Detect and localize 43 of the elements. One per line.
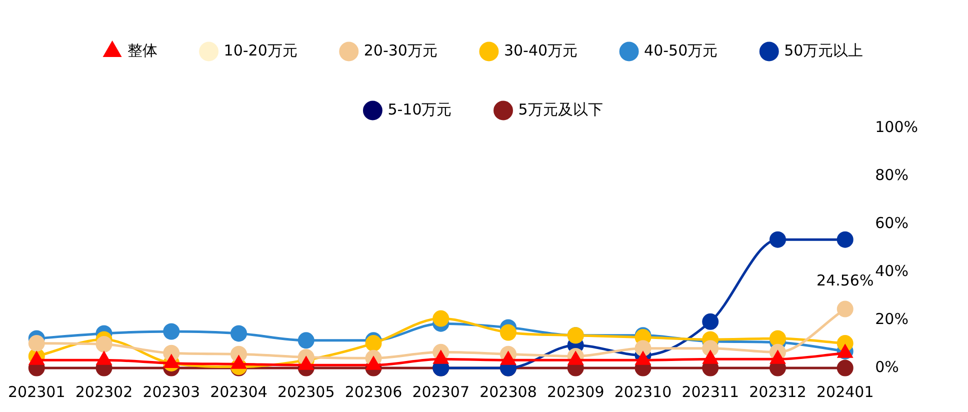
x-tick-label: 202307 [412, 382, 470, 401]
point [702, 313, 719, 330]
y-tick-label: 80% [875, 166, 908, 184]
y-tick-label: 0% [875, 358, 899, 376]
legend-label: 50万元以上 [784, 41, 864, 60]
data-label: 24.56% [816, 271, 874, 290]
x-tick-label: 202312 [749, 382, 806, 401]
x-tick-label: 202308 [480, 382, 537, 401]
point [365, 335, 382, 352]
point [500, 324, 516, 341]
legend-label: 10-20万元 [224, 41, 298, 60]
legend-label: 整体 [127, 41, 158, 60]
point [769, 330, 786, 347]
point [163, 323, 180, 340]
x-tick-label: 202302 [75, 382, 133, 401]
y-tick-label: 60% [875, 214, 908, 232]
y-tick-label: 40% [875, 262, 908, 280]
point [432, 310, 450, 327]
point [28, 335, 45, 352]
x-tick-label: 202401 [816, 382, 874, 401]
legend-label: 20-30万元 [364, 41, 438, 60]
point [769, 231, 786, 248]
x-tick-label: 202311 [682, 382, 739, 401]
point [836, 300, 854, 318]
point [836, 360, 854, 376]
legend-label: 5-10万元 [388, 100, 452, 118]
x-tick-label: 202305 [277, 382, 335, 401]
point [634, 340, 652, 357]
x-tick-label: 202310 [614, 382, 672, 401]
legend-label: 30-40万元 [504, 41, 578, 60]
point [230, 325, 247, 342]
legend-label: 40-50万元 [644, 41, 718, 60]
legend-label: 5万元及以下 [518, 100, 603, 118]
point [298, 332, 314, 349]
point [836, 231, 854, 248]
x-tick-label: 202304 [210, 382, 268, 401]
x-tick-label: 202303 [142, 382, 200, 401]
x-tick-label: 202301 [8, 382, 66, 401]
point [96, 336, 112, 352]
y-tick-label: 100% [875, 118, 918, 136]
x-tick-label: 202309 [546, 382, 604, 401]
x-tick-label: 202306 [344, 382, 402, 401]
y-tick-label: 20% [875, 310, 908, 328]
